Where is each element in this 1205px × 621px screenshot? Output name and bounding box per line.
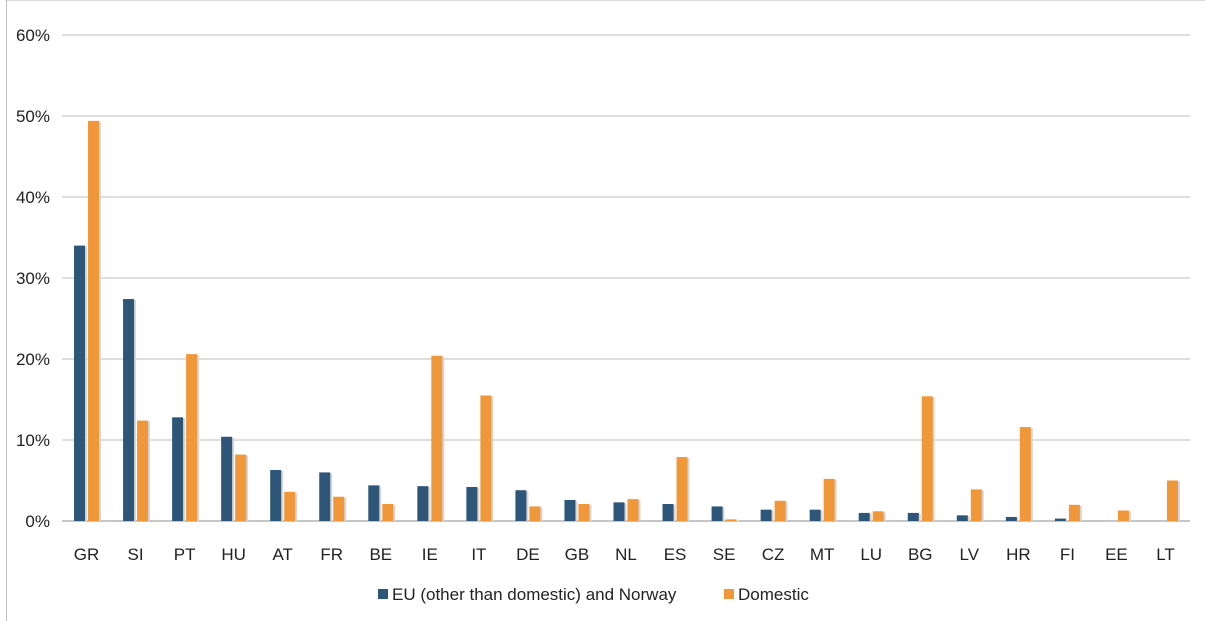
x-axis-tick-labels: GR SI PT HU AT FR BE IE IT DE GB NL ES SE CZ MT LU BG LV HR… [74,545,1175,564]
x-tick-label: NL [615,545,637,564]
x-tick-label: CZ [762,545,785,564]
bar-ie-domestic [431,355,443,521]
x-tick-label: BG [908,545,933,564]
y-tick-label: 60% [16,26,50,45]
x-tick-label: LV [960,545,980,564]
x-tick-label: SE [713,545,736,564]
x-tick-label: GR [74,545,100,564]
y-tick-label: 50% [16,107,50,126]
bar-se-domestic [725,519,737,521]
x-tick-label: LU [860,545,882,564]
bar-mt-eu-norway [809,509,821,521]
bar-bg-eu-norway [907,512,919,521]
bar-at-eu-norway [270,469,282,521]
x-tick-label: EE [1105,545,1128,564]
bar-se-eu-norway [711,506,723,521]
x-tick-label: HR [1006,545,1031,564]
bar-gb-eu-norway [564,499,576,521]
y-tick-label: 30% [16,269,50,288]
y-tick-label: 10% [16,431,50,450]
x-tick-label: AT [272,545,292,564]
bar-mt-domestic [823,478,835,521]
bar-cz-domestic [774,500,786,521]
y-axis-tick-labels: 0% 10% 20% 30% 40% 50% 60% [16,26,50,531]
y-tick-label: 0% [25,512,50,531]
x-tick-label: ES [664,545,687,564]
x-tick-label: FR [320,545,343,564]
x-tick-label: MT [810,545,835,564]
x-tick-label: GB [565,545,590,564]
bar-at-domestic [284,491,296,521]
chart-frame [6,0,1205,621]
legend-label-eu-norway: EU (other than domestic) and Norway [392,585,677,604]
bar-fi-domestic [1068,504,1080,521]
bar-gr-domestic [88,120,100,522]
bar-fr-eu-norway [319,472,331,521]
bar-nl-eu-norway [613,502,625,521]
x-tick-label: SI [128,545,144,564]
bar-si-domestic [137,420,149,521]
bar-nl-domestic [627,499,639,521]
bar-es-domestic [676,457,688,521]
bar-pt-eu-norway [172,417,184,521]
bar-hu-domestic [235,454,247,521]
bar-ee-domestic [1117,510,1129,521]
bar-pt-domestic [186,354,198,521]
bar-de-eu-norway [515,490,527,521]
bar-si-eu-norway [123,299,135,521]
x-tick-label: PT [174,545,196,564]
bar-lu-eu-norway [858,512,870,521]
bar-hr-eu-norway [1005,516,1017,521]
bar-fi-eu-norway [1054,518,1066,521]
bar-it-eu-norway [466,486,478,521]
bar-lv-eu-norway [956,515,968,521]
x-tick-label: DE [516,545,540,564]
bar-lu-domestic [872,511,884,521]
x-tick-label: BE [369,545,392,564]
legend-swatch-eu-norway [378,589,388,599]
bar-cz-eu-norway [760,509,772,521]
x-tick-label: IT [471,545,486,564]
bar-lt-domestic [1166,480,1178,521]
x-tick-label: FI [1060,545,1075,564]
x-tick-label: HU [221,545,246,564]
y-tick-label: 20% [16,350,50,369]
bar-bg-domestic [921,396,933,521]
bar-gr-eu-norway [74,245,86,521]
bar-be-eu-norway [368,485,380,521]
bar-es-eu-norway [662,503,674,521]
bar-ie-eu-norway [417,486,429,521]
legend-label-domestic: Domestic [738,585,809,604]
bar-gb-domestic [578,503,590,521]
bar-hu-eu-norway [221,436,233,521]
bar-hr-domestic [1019,427,1031,521]
bar-be-domestic [382,503,394,521]
bar-de-domestic [529,506,541,521]
y-tick-label: 40% [16,188,50,207]
x-tick-label: LT [1156,545,1175,564]
bar-it-domestic [480,395,492,521]
bar-lv-domestic [970,489,982,521]
legend: EU (other than domestic) and Norway Dome… [378,585,809,604]
legend-swatch-domestic [724,589,734,599]
bars [74,120,1180,522]
x-tick-label: IE [422,545,438,564]
bar-fr-domestic [333,496,345,521]
